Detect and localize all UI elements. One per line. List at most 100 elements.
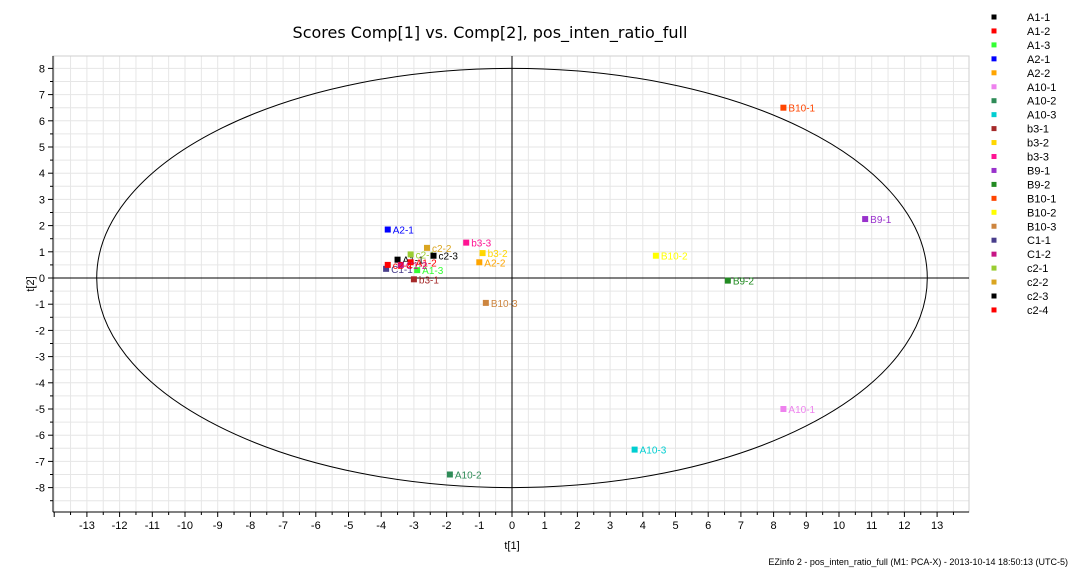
data-point-label: B10-2 bbox=[661, 252, 688, 263]
legend-label: C1-1 bbox=[1027, 235, 1051, 247]
x-axis-label: t[1] bbox=[504, 540, 519, 552]
y-tick-label: 7 bbox=[39, 90, 45, 102]
legend-marker bbox=[991, 126, 997, 132]
x-tick-label: -9 bbox=[213, 520, 223, 532]
y-tick-label: 2 bbox=[39, 221, 45, 233]
data-point-label: c2-4 bbox=[393, 261, 413, 272]
y-tick-label: 6 bbox=[39, 116, 45, 128]
data-point-label: A1-3 bbox=[422, 266, 444, 277]
y-tick-label: -8 bbox=[35, 483, 45, 495]
legend-label: C1-2 bbox=[1027, 249, 1051, 261]
y-tick-label: -7 bbox=[35, 456, 45, 468]
legend-marker bbox=[991, 28, 997, 34]
data-point-label: A2-2 bbox=[484, 258, 506, 269]
legend-marker bbox=[991, 112, 997, 118]
legend-marker bbox=[991, 98, 997, 104]
data-point-label: C1-2 bbox=[406, 261, 428, 272]
data-point bbox=[780, 104, 787, 111]
x-tick-label: -4 bbox=[376, 520, 386, 532]
x-tick-label: 7 bbox=[738, 520, 744, 532]
legend-marker bbox=[991, 293, 997, 299]
data-point-label: B9-1 bbox=[870, 215, 892, 226]
data-point-label: B10-3 bbox=[491, 299, 518, 310]
data-point bbox=[446, 471, 453, 478]
data-point bbox=[476, 259, 483, 266]
y-axis-label: t[2] bbox=[25, 276, 37, 291]
data-point bbox=[384, 226, 391, 233]
legend-marker bbox=[991, 279, 997, 285]
data-point-label: A10-3 bbox=[640, 446, 667, 457]
data-point-label: c2-3 bbox=[439, 252, 459, 263]
data-point-label: c2-1 bbox=[416, 250, 436, 261]
x-tick-label: 9 bbox=[803, 520, 809, 532]
y-tick-label: 3 bbox=[39, 194, 45, 206]
legend-marker bbox=[991, 265, 997, 271]
data-point bbox=[414, 267, 421, 274]
x-tick-label: 2 bbox=[574, 520, 580, 532]
data-points: A1-1A1-2A1-3A2-1A2-2A10-1A10-2A10-3b3-1b… bbox=[383, 104, 892, 482]
x-tick-label: 12 bbox=[898, 520, 910, 532]
data-point-label: A2-1 bbox=[393, 226, 415, 237]
data-point-label: c2-2 bbox=[432, 244, 452, 255]
legend-label: A2-1 bbox=[1027, 54, 1050, 66]
x-tick-label: 5 bbox=[672, 520, 678, 532]
legend-marker bbox=[991, 307, 997, 313]
x-tick-label: -11 bbox=[145, 520, 160, 532]
data-point bbox=[862, 216, 869, 223]
x-tick-label: 13 bbox=[931, 520, 943, 532]
y-tick-label: -4 bbox=[35, 378, 45, 390]
data-point-label: A10-2 bbox=[455, 471, 482, 482]
data-point-label: b3-1 bbox=[419, 275, 439, 286]
y-tick-label: -2 bbox=[35, 325, 45, 337]
y-tick-label: -6 bbox=[35, 430, 45, 442]
legend-marker bbox=[991, 251, 997, 257]
legend: A1-1 A1-2 A1-3 A2-1 A2-2 A10-1 A10-2 A10-3 b3-1 b… bbox=[991, 12, 1056, 317]
legend-label: b3-1 bbox=[1027, 124, 1049, 136]
y-tick-label: -1 bbox=[35, 299, 45, 311]
data-point-label: b3-3 bbox=[471, 239, 491, 250]
legend-marker bbox=[991, 140, 997, 146]
y-tick-label: 1 bbox=[39, 247, 45, 259]
data-point bbox=[394, 256, 401, 263]
data-point-label: C1-1 bbox=[391, 265, 413, 276]
legend-marker bbox=[991, 154, 997, 159]
data-point bbox=[482, 299, 489, 306]
data-point bbox=[407, 251, 414, 258]
y-tick-label: 8 bbox=[39, 63, 45, 75]
legend-marker bbox=[991, 84, 997, 90]
x-tick-label: -3 bbox=[409, 520, 419, 532]
legend-label: A10-1 bbox=[1027, 82, 1056, 94]
legend-label: A10-3 bbox=[1027, 110, 1056, 122]
x-tick-label: 4 bbox=[640, 520, 646, 532]
data-point-label: B10-1 bbox=[788, 104, 815, 115]
legend-label: B9-1 bbox=[1027, 165, 1050, 177]
x-tick-label: -7 bbox=[278, 520, 288, 532]
data-point bbox=[407, 259, 414, 266]
legend-label: A1-1 bbox=[1027, 12, 1050, 24]
data-point-label: b3-2 bbox=[488, 249, 508, 260]
data-point bbox=[724, 277, 731, 284]
legend-label: c2-1 bbox=[1027, 263, 1048, 275]
legend-marker bbox=[991, 223, 997, 229]
data-point bbox=[383, 265, 390, 272]
legend-marker bbox=[991, 70, 997, 76]
x-tick-label: -13 bbox=[79, 520, 95, 532]
legend-label: c2-3 bbox=[1027, 291, 1048, 303]
data-point bbox=[423, 244, 430, 251]
legend-label: A10-2 bbox=[1027, 96, 1056, 108]
data-point bbox=[410, 276, 417, 283]
data-point bbox=[463, 239, 470, 246]
data-point bbox=[384, 261, 391, 268]
x-tick-label: -5 bbox=[344, 520, 354, 532]
x-tick-label: -8 bbox=[246, 520, 256, 532]
legend-marker bbox=[991, 14, 997, 20]
data-point bbox=[780, 406, 787, 412]
x-tick-label: -6 bbox=[311, 520, 321, 532]
footer-info: EZinfo 2 - pos_inten_ratio_full (M1: PCA… bbox=[768, 557, 1068, 567]
hotelling-ellipse bbox=[96, 67, 928, 489]
x-tick-label: 10 bbox=[833, 520, 845, 532]
x-tick-label: -12 bbox=[112, 520, 128, 532]
legend-label: B9-2 bbox=[1027, 179, 1050, 191]
y-tick-label: 5 bbox=[39, 142, 45, 154]
